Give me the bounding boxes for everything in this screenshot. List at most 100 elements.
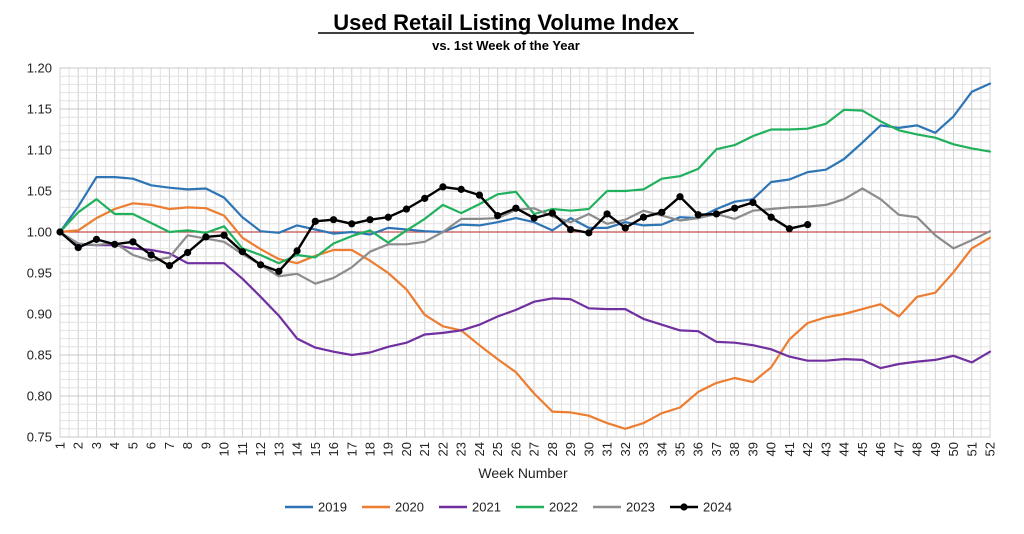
data-point-2024 bbox=[311, 217, 319, 225]
x-tick-label: 26 bbox=[508, 442, 523, 456]
x-axis-ticks: 1 2 3 4 5 6 7 8 9 10 11 12 13 14 15 16 17 18 19 20 21 22 23 24 2… bbox=[53, 442, 998, 456]
y-tick-label: 1.15 bbox=[27, 102, 52, 117]
x-tick-label: 15 bbox=[308, 442, 323, 456]
data-point-2024 bbox=[421, 194, 429, 202]
legend-marker bbox=[680, 503, 688, 511]
data-point-2024 bbox=[639, 213, 648, 221]
x-tick-label: 7 bbox=[162, 442, 177, 449]
gridlines bbox=[59, 67, 991, 438]
series-line-2022 bbox=[58, 108, 992, 265]
data-point-2024 bbox=[348, 220, 356, 228]
legend-label: 2019 bbox=[318, 500, 347, 515]
y-tick-label: 0.95 bbox=[27, 266, 52, 281]
data-point-2024 bbox=[184, 248, 192, 257]
x-tick-label: 5 bbox=[125, 442, 140, 449]
data-point-2024 bbox=[457, 185, 465, 193]
data-point-2024 bbox=[731, 204, 739, 212]
legend: 2019 2020 2021 2022 2023 2024 bbox=[285, 500, 732, 515]
series-2024 bbox=[56, 183, 812, 275]
legend-label: 2022 bbox=[549, 500, 578, 515]
series-line-2020 bbox=[58, 202, 992, 430]
data-point-2024 bbox=[384, 213, 392, 221]
data-point-2024 bbox=[785, 225, 794, 233]
data-point-2024 bbox=[804, 221, 812, 229]
x-tick-label: 6 bbox=[144, 442, 159, 449]
data-point-2024 bbox=[475, 191, 484, 199]
series-2021 bbox=[58, 230, 992, 370]
y-tick-label: 1.00 bbox=[27, 225, 52, 240]
data-point-2024 bbox=[676, 193, 684, 201]
series-2022 bbox=[58, 108, 992, 265]
series-2020 bbox=[58, 202, 992, 430]
data-point-2024 bbox=[749, 198, 757, 207]
series-lines bbox=[56, 82, 992, 430]
data-point-2024 bbox=[111, 240, 119, 248]
data-point-2024 bbox=[329, 216, 338, 224]
x-tick-label: 41 bbox=[782, 442, 797, 456]
x-tick-label: 12 bbox=[253, 442, 268, 456]
data-point-2024 bbox=[566, 225, 575, 234]
x-tick-label: 2 bbox=[71, 442, 86, 449]
x-tick-label: 9 bbox=[198, 442, 213, 449]
x-tick-label: 36 bbox=[691, 442, 706, 456]
y-tick-label: 1.10 bbox=[27, 143, 52, 158]
x-tick-label: 32 bbox=[618, 442, 633, 456]
legend-label: 2021 bbox=[472, 500, 501, 515]
x-tick-label: 51 bbox=[964, 442, 979, 456]
series-line-2021 bbox=[58, 230, 992, 370]
y-tick-label: 0.90 bbox=[27, 307, 52, 322]
legend-item-2021: 2021 bbox=[439, 500, 501, 515]
data-point-2024 bbox=[202, 233, 210, 241]
data-point-2024 bbox=[220, 231, 228, 239]
chart-subtitle: vs. 1st Week of the Year bbox=[432, 38, 580, 53]
x-tick-label: 21 bbox=[417, 442, 432, 456]
legend-label: 2020 bbox=[395, 500, 424, 515]
data-point-2024 bbox=[494, 212, 502, 220]
legend-label: 2024 bbox=[703, 500, 732, 515]
data-point-2024 bbox=[129, 238, 137, 246]
y-tick-label: 1.05 bbox=[27, 184, 52, 199]
x-tick-label: 11 bbox=[235, 442, 250, 456]
series-2019 bbox=[58, 82, 992, 236]
x-tick-label: 29 bbox=[563, 442, 578, 456]
x-tick-label: 37 bbox=[709, 442, 724, 456]
legend-item-2019: 2019 bbox=[285, 500, 347, 515]
x-tick-label: 39 bbox=[745, 442, 760, 456]
series-2023 bbox=[58, 187, 992, 285]
x-tick-label: 38 bbox=[727, 442, 742, 456]
x-tick-label: 10 bbox=[217, 442, 232, 456]
data-point-2024 bbox=[767, 213, 775, 221]
x-tick-label: 4 bbox=[107, 442, 122, 449]
data-point-2024 bbox=[293, 247, 301, 255]
x-tick-label: 28 bbox=[545, 442, 560, 456]
x-tick-label: 45 bbox=[855, 442, 870, 456]
chart-title: Used Retail Listing Volume Index bbox=[333, 10, 679, 35]
series-line-2024 bbox=[58, 185, 809, 273]
legend-item-2022: 2022 bbox=[516, 500, 578, 515]
x-tick-label: 14 bbox=[290, 442, 305, 456]
x-tick-label: 1 bbox=[53, 442, 68, 449]
x-tick-label: 18 bbox=[363, 442, 378, 456]
y-tick-label: 0.75 bbox=[27, 430, 52, 445]
legend-item-2020: 2020 bbox=[362, 500, 424, 515]
x-tick-label: 22 bbox=[435, 442, 450, 456]
data-point-2024 bbox=[366, 216, 374, 224]
data-point-2024 bbox=[658, 208, 666, 216]
x-tick-label: 44 bbox=[837, 442, 852, 456]
y-tick-label: 0.80 bbox=[27, 389, 52, 404]
x-tick-label: 13 bbox=[271, 442, 286, 456]
x-tick-label: 47 bbox=[891, 442, 906, 456]
x-tick-label: 17 bbox=[344, 442, 359, 456]
legend-item-2024: 2024 bbox=[670, 500, 732, 515]
x-tick-label: 35 bbox=[673, 442, 688, 456]
x-tick-label: 23 bbox=[454, 442, 469, 456]
data-point-2024 bbox=[275, 267, 283, 275]
x-tick-label: 50 bbox=[946, 442, 961, 456]
series-line-2023 bbox=[58, 187, 992, 285]
x-tick-label: 19 bbox=[381, 442, 396, 456]
x-tick-label: 30 bbox=[581, 442, 596, 456]
x-tick-label: 25 bbox=[490, 442, 505, 456]
x-tick-label: 24 bbox=[472, 442, 487, 456]
x-tick-label: 3 bbox=[89, 442, 104, 449]
